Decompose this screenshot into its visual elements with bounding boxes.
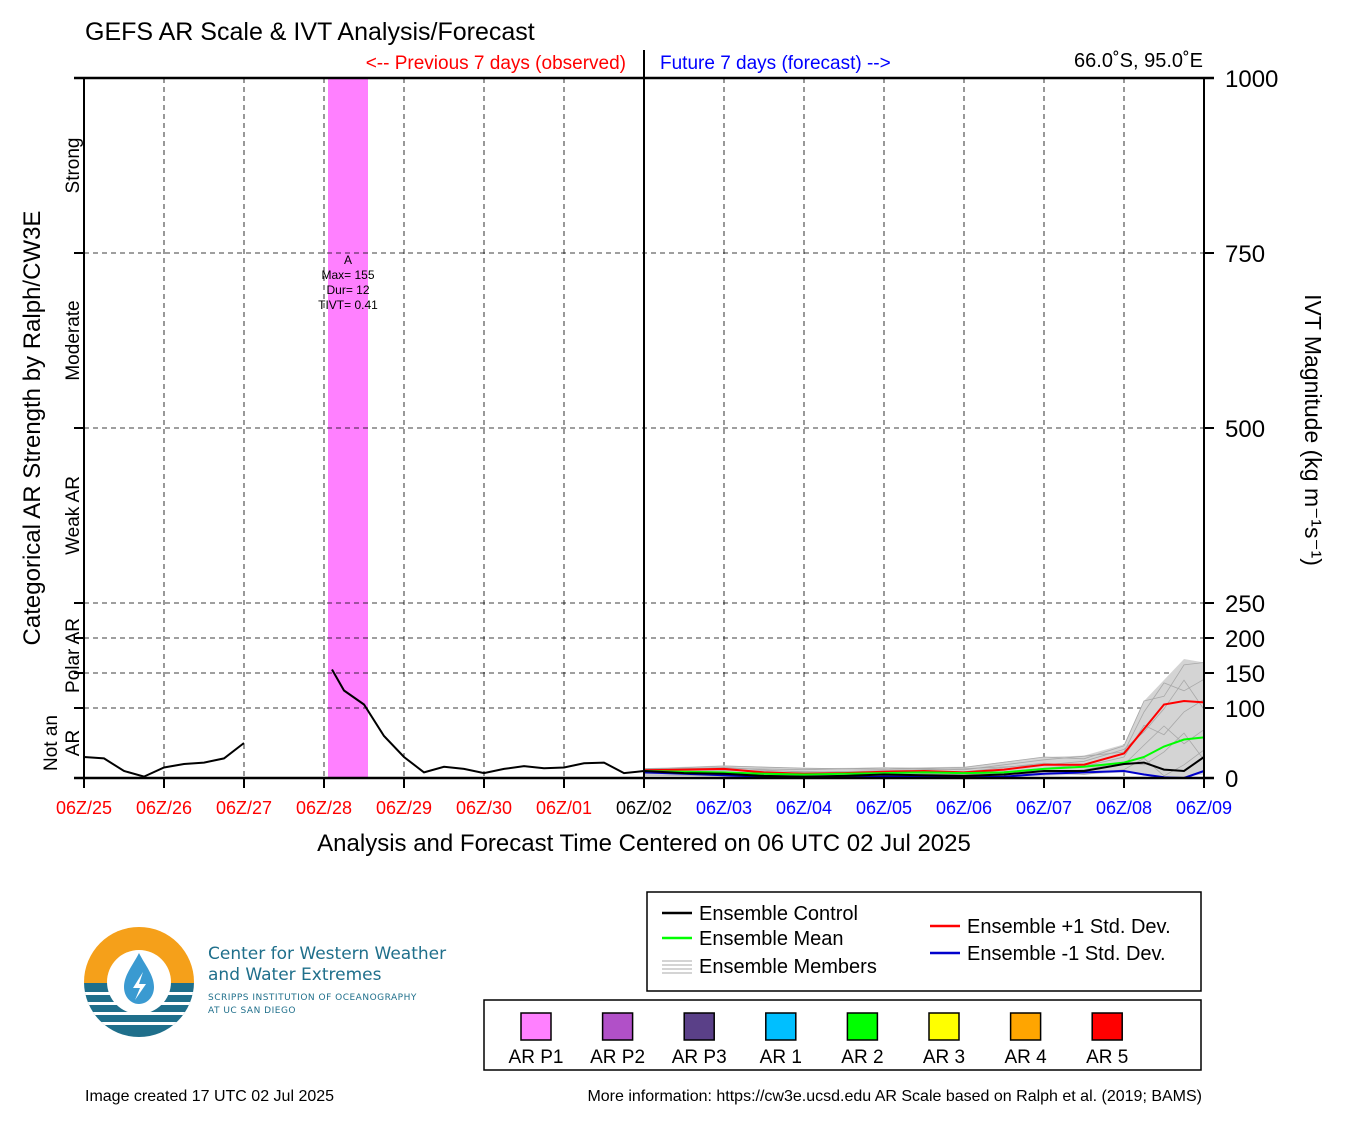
x-tick-label: 06Z/07 <box>1016 798 1072 818</box>
left-axis-label: Categorical AR Strength by Ralph/CW3E <box>19 211 46 646</box>
ar-scale-label: AR P3 <box>672 1047 727 1068</box>
previous-period-label: <-- Previous 7 days (observed) <box>366 53 626 74</box>
x-tick-label: 06Z/27 <box>216 798 272 818</box>
ar-scale-label: AR P2 <box>590 1047 645 1068</box>
category-label: Weak AR <box>63 476 84 555</box>
cw3e-logo-icon <box>84 927 194 1037</box>
y-tick-label: 1000 <box>1225 66 1278 93</box>
x-tick-label: 06Z/26 <box>136 798 192 818</box>
x-tick-label: 06Z/06 <box>936 798 992 818</box>
ar-scale-legend: AR P1 AR P2 AR P3 AR 1 AR 2 AR 3 AR 4 AR 5 <box>509 1012 1128 1068</box>
ar-scale-swatch <box>1091 1012 1123 1041</box>
ar-scale-label: AR 1 <box>760 1047 802 1068</box>
footer-more-info: More information: https://cw3e.ucsd.edu … <box>587 1088 1202 1105</box>
observed-ivt-line <box>83 742 245 778</box>
x-tick-label: 06Z/02 <box>616 798 672 818</box>
x-tick-labels: 06Z/25 06Z/26 06Z/27 06Z/28 06Z/29 06Z/30 06Z/… <box>56 798 1232 818</box>
y-tick-labels: 0 100 150 200 250 500 750 1000 <box>1225 66 1278 793</box>
legend-label: Ensemble +1 Std. Dev. <box>967 916 1171 938</box>
series-legend-box <box>646 891 1202 992</box>
y-tick-label: 0 <box>1225 766 1238 793</box>
category-label: Polar AR <box>63 618 84 693</box>
x-tick-label: 06Z/28 <box>296 798 352 818</box>
ar-event-label: TIVT= 0.41 <box>318 298 378 312</box>
category-label: Not an <box>41 715 62 771</box>
ar-scale-swatch <box>1009 1012 1042 1041</box>
logo-title-line1: Center for Western Weather <box>208 944 447 964</box>
chart-title: GEFS AR Scale & IVT Analysis/Forecast <box>85 18 535 46</box>
ar-scale-swatch <box>928 1012 960 1041</box>
y-tick-label: 100 <box>1225 696 1265 723</box>
ar-scale-label: AR 2 <box>841 1047 883 1068</box>
logo-subtitle-line2: AT UC SAN DIEGO <box>208 1006 297 1016</box>
ar-scale-label: AR 4 <box>1004 1047 1047 1068</box>
legend-label: Ensemble Mean <box>699 928 844 950</box>
ar-scale-label: AR P1 <box>509 1047 564 1068</box>
x-tick-label: 06Z/25 <box>56 798 112 818</box>
legend-label: Ensemble Members <box>699 956 877 978</box>
series-line-ensemble-control <box>643 756 1205 778</box>
x-tick-label: 06Z/08 <box>1096 798 1152 818</box>
ar-event-label: Dur= 12 <box>326 283 369 297</box>
x-tick-label: 06Z/30 <box>456 798 512 818</box>
footer-created: Image created 17 UTC 02 Jul 2025 <box>85 1088 335 1105</box>
category-label: AR <box>63 730 84 756</box>
location-label: 66.0˚S, 95.0˚E <box>1074 50 1203 72</box>
ar-scale-label: AR 3 <box>923 1047 965 1068</box>
x-axis-label: Analysis and Forecast Time Centered on 0… <box>317 830 971 857</box>
axes-layer <box>74 76 1214 788</box>
x-tick-label: 06Z/03 <box>696 798 752 818</box>
y-tick-label: 750 <box>1225 241 1265 268</box>
ar-scale-swatch <box>601 1012 634 1041</box>
y-tick-label: 150 <box>1225 661 1265 688</box>
y-tick-label: 200 <box>1225 626 1265 653</box>
ensemble-members-spread <box>644 659 1204 778</box>
ar-scale-swatch <box>765 1012 797 1041</box>
y-tick-label: 500 <box>1225 416 1265 443</box>
x-tick-label: 06Z/29 <box>376 798 432 818</box>
x-tick-label: 06Z/05 <box>856 798 912 818</box>
x-tick-label: 06Z/09 <box>1176 798 1232 818</box>
ensemble-members-layer <box>643 659 1205 779</box>
ar-scale-swatch <box>846 1012 879 1041</box>
category-labels: Not an AR Polar AR Weak AR Moderate Strong <box>41 138 84 771</box>
logo-subtitle-line1: SCRIPPS INSTITUTION OF OCEANOGRAPHY <box>208 993 417 1003</box>
series-line-ensemble-mean <box>643 736 1205 776</box>
right-axis-label: IVT Magnitude (kg m⁻¹s⁻¹) <box>1300 294 1326 566</box>
legend-label: Ensemble Control <box>699 903 858 925</box>
y-tick-label: 250 <box>1225 591 1265 618</box>
ar-scale-swatch <box>520 1012 552 1041</box>
observed-ivt-line <box>331 669 645 775</box>
category-label: Strong <box>63 138 84 194</box>
legend-label: Ensemble -1 Std. Dev. <box>967 943 1166 965</box>
x-tick-label: 06Z/04 <box>776 798 832 818</box>
category-label: Moderate <box>63 300 84 380</box>
ar-scale-swatch <box>683 1012 715 1041</box>
x-tick-label: 06Z/01 <box>536 798 592 818</box>
series-legend: Ensemble Control Ensemble Mean Ensemble Me… <box>662 903 1171 978</box>
ar-event-label: A <box>344 253 352 267</box>
ar-event-label: Max= 155 <box>321 268 374 282</box>
ar-scale-label: AR 5 <box>1086 1047 1128 1068</box>
ensemble-member-line <box>643 662 1205 770</box>
future-period-label: Future 7 days (forecast) --> <box>660 53 891 74</box>
logo-title-line2: and Water Extremes <box>208 965 382 985</box>
